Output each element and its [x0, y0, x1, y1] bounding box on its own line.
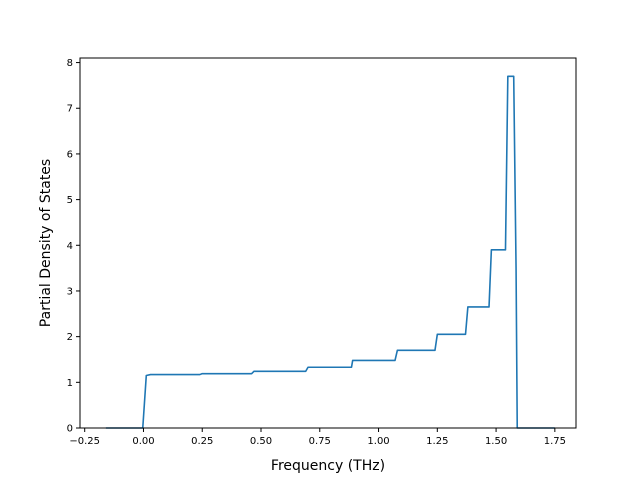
x-tick-label: 1.75	[544, 436, 566, 447]
y-tick-label: 4	[67, 241, 73, 252]
y-tick-label: 7	[67, 104, 73, 115]
y-tick-label: 2	[67, 332, 73, 343]
x-tick-label: −0.25	[69, 436, 100, 447]
x-tick-label: 0.50	[250, 436, 272, 447]
series-layer	[105, 75, 555, 429]
y-tick-label: 3	[67, 286, 73, 297]
x-tick-label: 1.50	[485, 436, 507, 447]
y-tick-label: 1	[67, 378, 73, 389]
ticks-layer: −0.25 0.00 0.25 0.50 0.75 1.00 1.25 1.50 1.75 0 1 2…	[67, 58, 566, 447]
axes-frame	[79, 57, 577, 429]
x-tick-label: 0.25	[191, 436, 213, 447]
y-tick-label: 6	[67, 149, 73, 160]
x-tick-label: 1.25	[426, 436, 448, 447]
plot-area	[80, 58, 576, 428]
y-axis-label: Partial Density of States	[38, 159, 54, 327]
y-tick-label: 0	[67, 424, 73, 435]
x-tick-label: 0.75	[309, 436, 331, 447]
x-axis-label: Frequency (THz)	[271, 458, 385, 474]
x-tick-label: 1.00	[367, 436, 389, 447]
y-tick-label: 8	[67, 58, 73, 69]
y-tick-label: 5	[67, 195, 73, 206]
x-tick-label: 0.00	[132, 436, 154, 447]
series-line-0	[105, 75, 555, 429]
